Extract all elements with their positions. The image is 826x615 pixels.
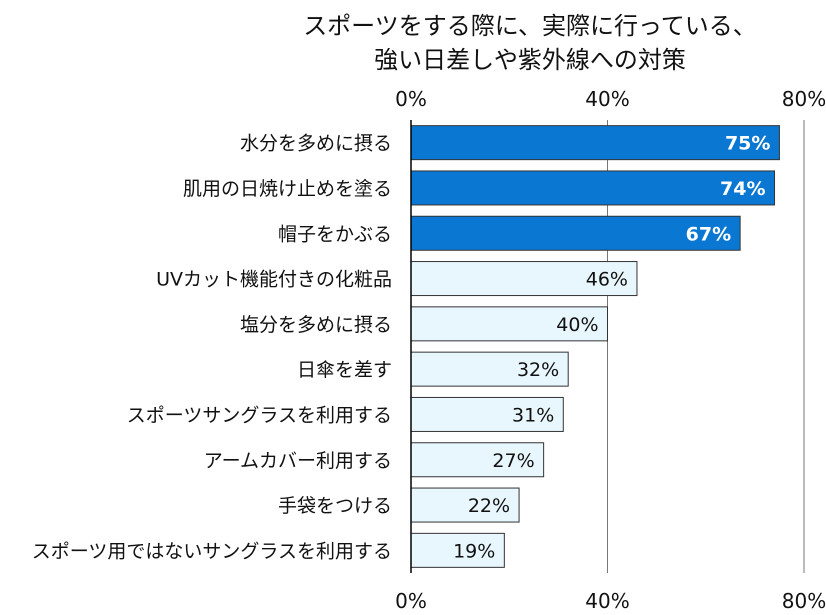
bar-5 (410, 351, 569, 387)
category-label-5: 日傘を差す (297, 359, 392, 381)
value-label-3: 46% (586, 269, 628, 291)
bar-7 (410, 442, 545, 478)
category-label-8: 手袋をつける (278, 495, 392, 517)
category-label-4: 塩分を多めに摂る (240, 314, 392, 336)
value-label-7: 27% (492, 450, 534, 472)
x-tick-label-bottom-0: 0% (395, 589, 427, 613)
bar-3 (410, 261, 638, 297)
x-tick-label-top-1: 40% (585, 87, 629, 111)
value-label-4: 40% (556, 314, 598, 336)
bar-8 (410, 487, 520, 523)
x-tick-label-bottom-2: 80% (782, 589, 826, 613)
bar-9 (410, 532, 505, 568)
x-tick-label-top-2: 80% (782, 87, 826, 111)
value-label-6: 31% (512, 404, 554, 426)
value-label-5: 32% (517, 359, 559, 381)
x-tick-label-bottom-1: 40% (585, 589, 629, 613)
category-label-6: スポーツサングラスを利用する (127, 404, 392, 426)
bar-1 (410, 170, 776, 206)
bar-2 (410, 215, 741, 251)
category-label-3: UVカット機能付きの化粧品 (156, 269, 392, 291)
value-label-0: 75% (725, 133, 770, 155)
value-label-2: 67% (686, 223, 731, 245)
category-label-0: 水分を多めに摂る (240, 133, 392, 155)
bar-6 (410, 396, 564, 432)
chart-title-line-2: 強い日差しや紫外線への対策 (374, 46, 686, 74)
category-label-9: スポーツ用ではないサングラスを利用する (32, 540, 392, 562)
category-label-2: 帽子をかぶる (278, 223, 392, 245)
category-label-1: 肌用の日焼け止めを塗る (183, 177, 392, 200)
value-label-8: 22% (468, 495, 510, 517)
category-label-7: アームカバー利用する (204, 450, 392, 472)
bar-4 (410, 306, 608, 342)
value-label-9: 19% (453, 540, 495, 562)
x-tick-label-top-0: 0% (395, 87, 427, 111)
value-label-1: 74% (720, 178, 765, 200)
chart-title-line-1: スポーツをする際に、実際に行っている、 (303, 12, 757, 40)
